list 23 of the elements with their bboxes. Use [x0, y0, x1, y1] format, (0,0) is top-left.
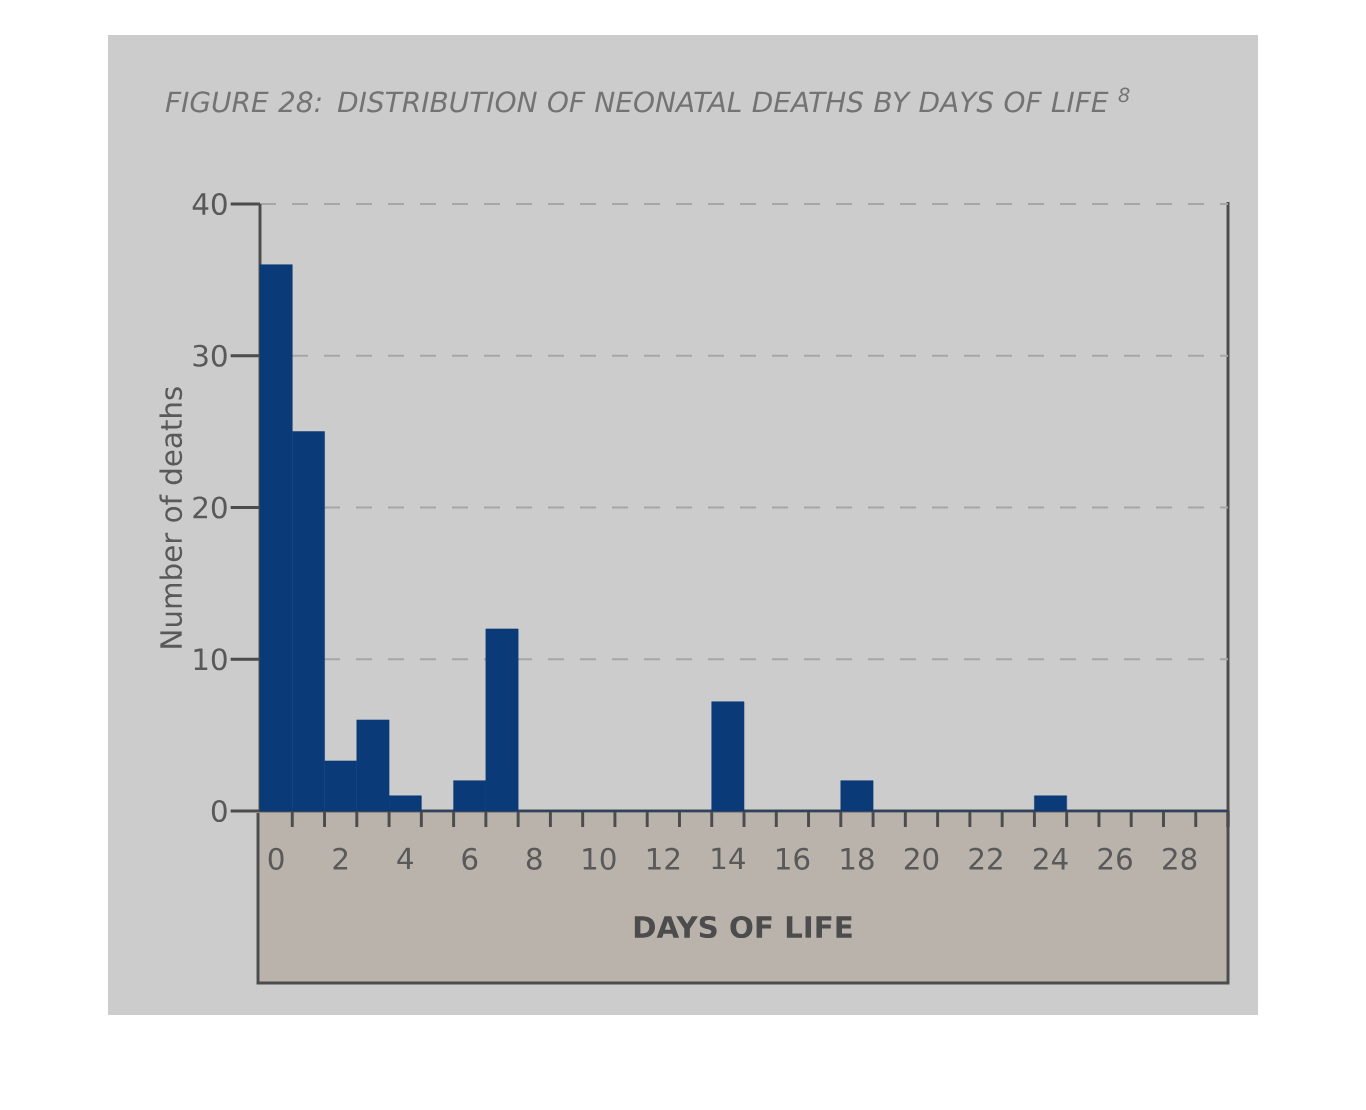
- x-tick-label: 20: [904, 847, 939, 870]
- chart-title: FIGURE 28: DISTRIBUTION OF NEONATAL DEATHS BY DAYS OF LIFE $^{8}$: [165, 87, 1130, 113]
- x-tick-label: 16: [776, 847, 810, 870]
- x-tick-label: 8: [526, 847, 542, 870]
- x-tick-label: 0: [268, 847, 284, 870]
- x-tick-label: 12: [647, 847, 680, 870]
- x-tick-label: 28: [1163, 847, 1197, 870]
- x-tick-label: 4: [397, 847, 413, 870]
- x-tick-label: 10: [583, 847, 616, 870]
- y-tick-label: 10: [194, 648, 227, 671]
- x-tick-label: 6: [462, 847, 478, 870]
- y-tick-label: 30: [193, 344, 227, 367]
- y-axis-title: Number of deaths: [159, 387, 183, 648]
- y-tick-label: 0: [211, 799, 227, 823]
- x-tick-label: 2: [333, 847, 348, 870]
- x-tick-label: 18: [841, 847, 874, 870]
- y-tick-label: 20: [193, 496, 227, 519]
- x-axis-title: DAYS OF LIFE: [634, 915, 852, 939]
- x-tick-label: 24: [1034, 847, 1068, 870]
- x-tick-label: 14: [712, 847, 745, 870]
- x-tick-label: 26: [1098, 847, 1132, 870]
- y-tick-label: 40: [192, 192, 227, 216]
- x-tick-label: 22: [969, 847, 1002, 870]
